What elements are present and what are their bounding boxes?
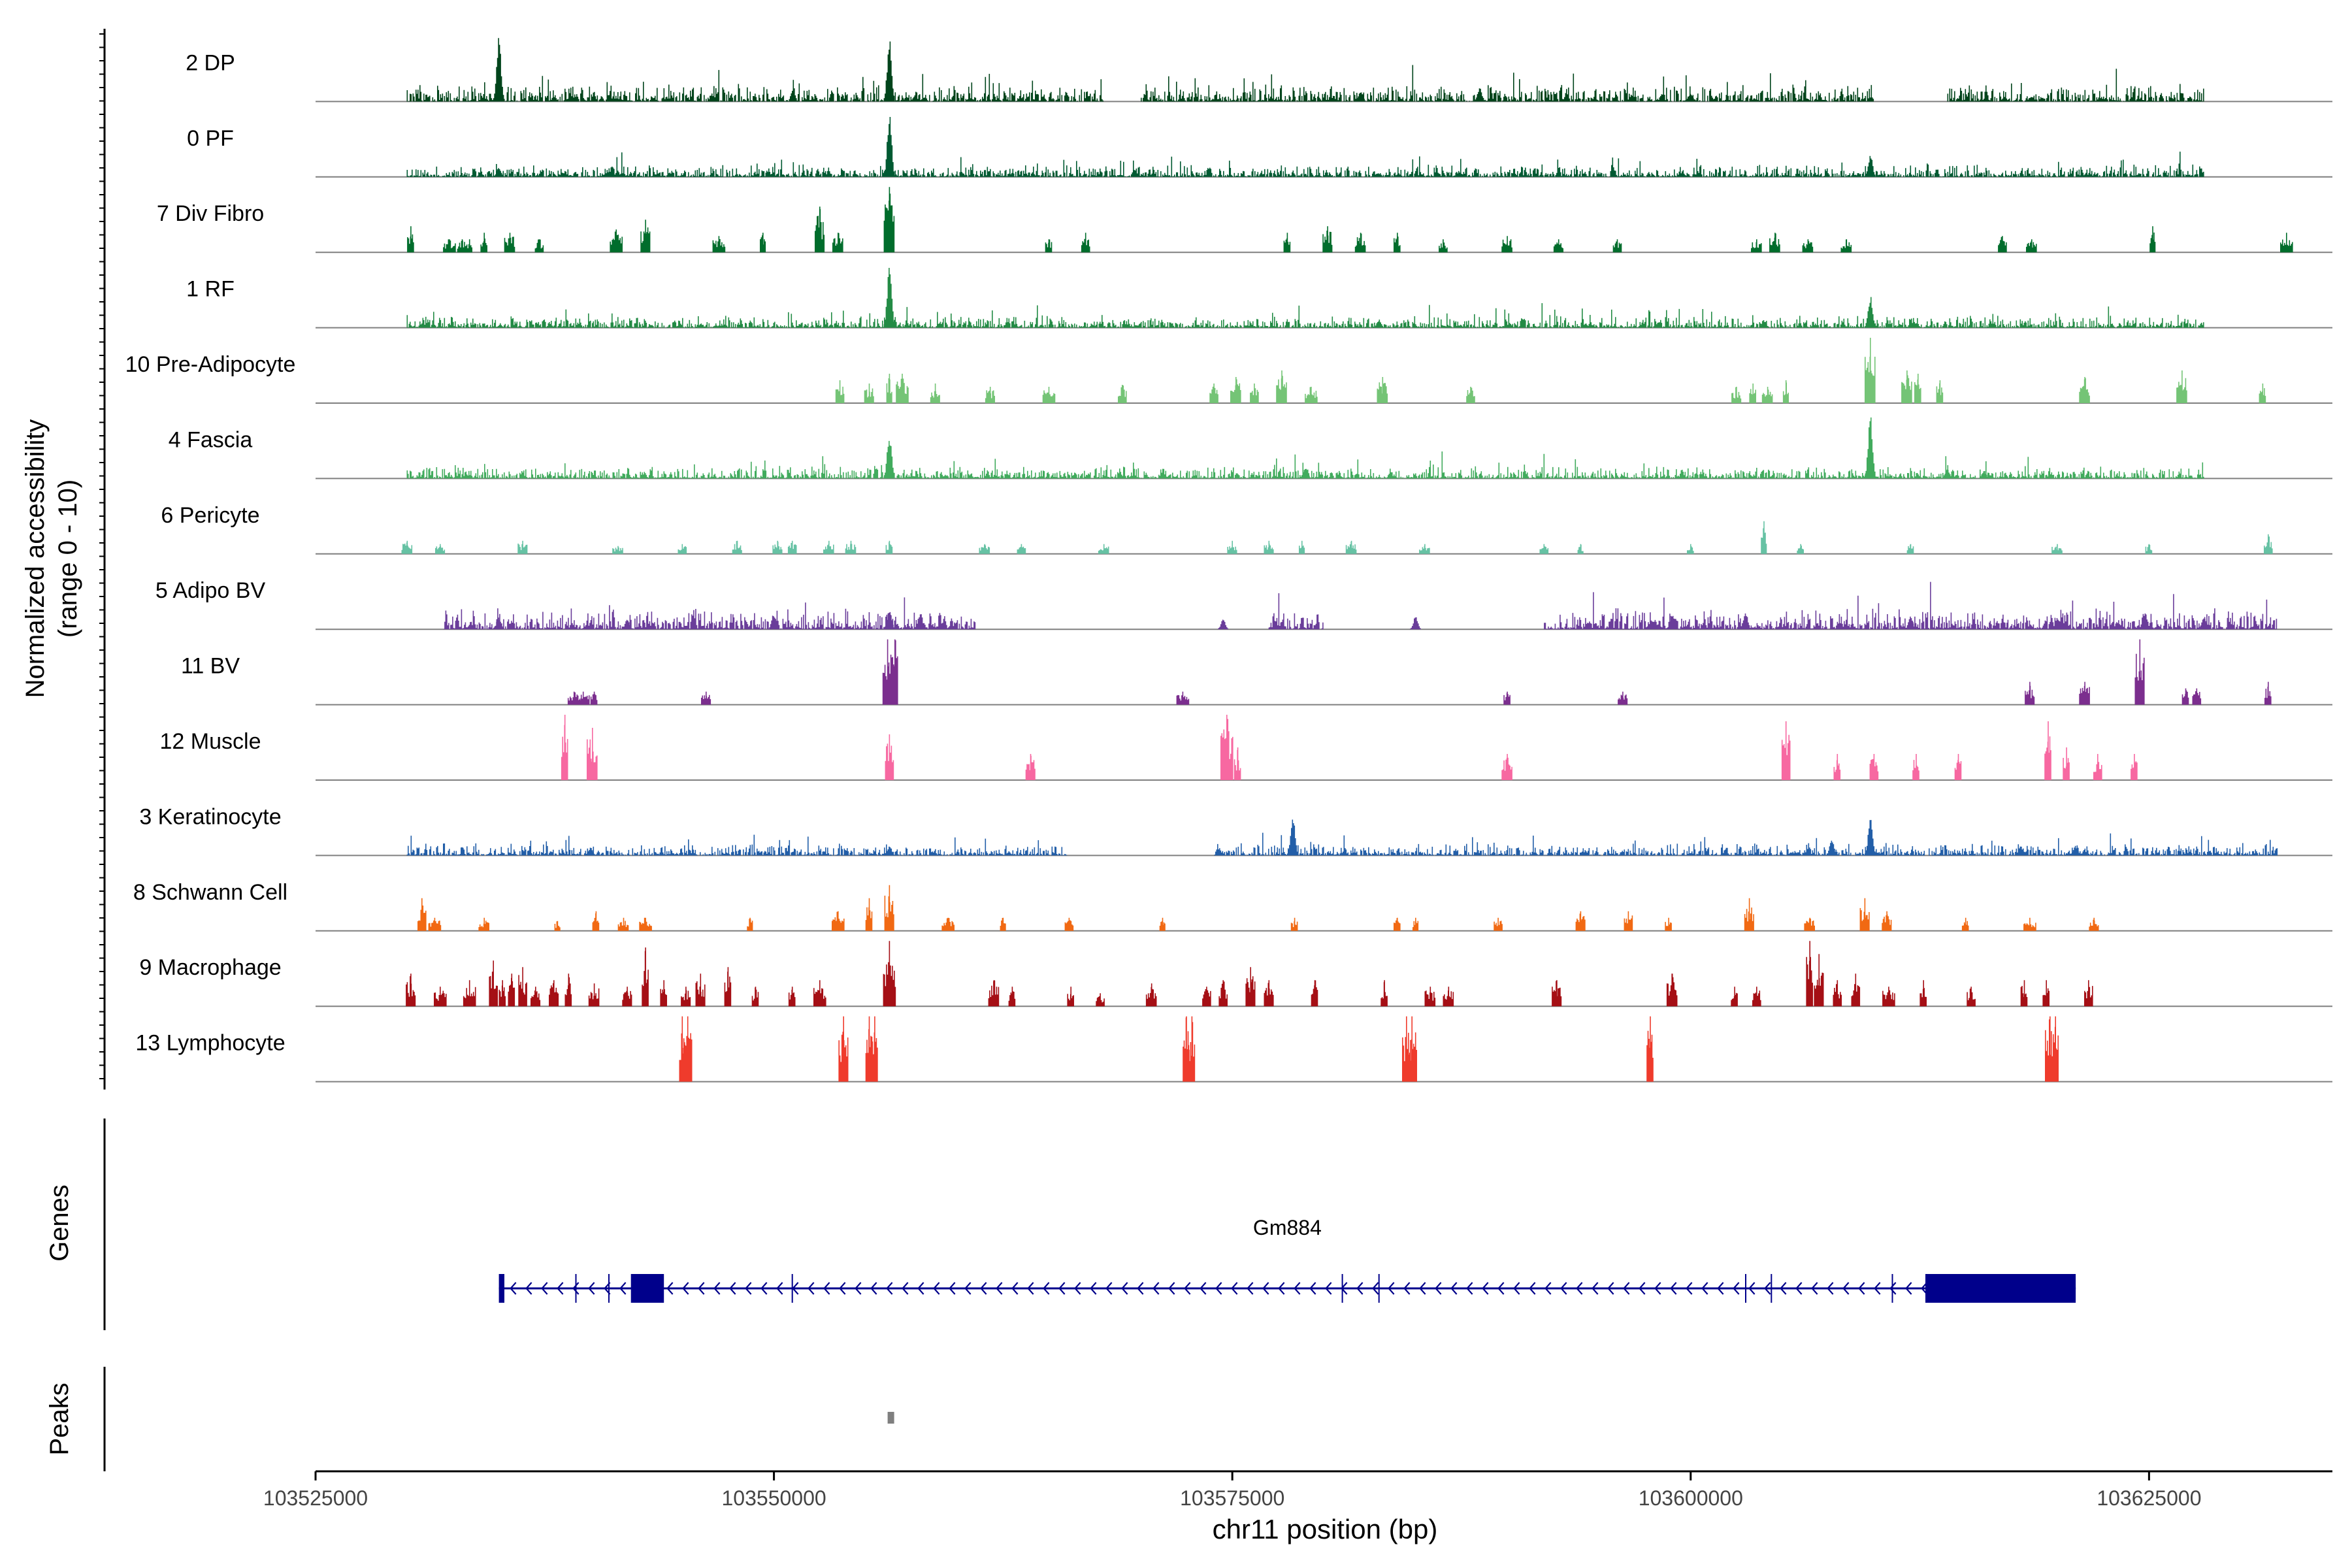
track-label: 13 Lymphocyte <box>135 1031 285 1056</box>
gene-exon <box>1925 1274 2076 1303</box>
track-label: 10 Pre-Adipocyte <box>125 352 296 377</box>
track-3-keratinocyte: 3 Keratinocyte <box>139 804 2332 857</box>
track-1-rf: 1 RF <box>186 268 2332 329</box>
peak-region <box>887 1412 894 1424</box>
track-label: 11 BV <box>181 654 240 679</box>
track-9-macrophage: 9 Macrophage <box>139 941 2332 1007</box>
track-label: 5 Adipo BV <box>155 578 266 603</box>
track-11-bv: 11 BV <box>181 639 2332 706</box>
peaks-panel-label: Peaks <box>45 1382 74 1455</box>
gene-exon <box>630 1274 664 1303</box>
track-label: 4 Fascia <box>169 427 253 452</box>
track-0-pf: 0 PF <box>187 117 2332 178</box>
x-axis: chr11 position (bp) 103525000 103550000 10… <box>263 1470 2332 1544</box>
track-label: 8 Schwann Cell <box>133 880 287 905</box>
y-axis-ticks <box>99 33 105 1079</box>
track-label: 9 Macrophage <box>139 955 281 980</box>
gene-small-exons <box>575 1274 1893 1303</box>
track-10-pre-adipocyte: 10 Pre-Adipocyte <box>125 338 2332 404</box>
genes-panel: Genes Gm884 <box>45 1119 2076 1330</box>
signal-path <box>406 268 2204 328</box>
track-12-muscle: 12 Muscle <box>160 715 2332 781</box>
signal-path <box>401 521 2273 554</box>
y-axis-title-line1: Normalized accessibility <box>21 419 50 698</box>
signal-path <box>835 338 2266 403</box>
signal-path <box>407 187 2293 253</box>
accessibility-tracks: 2 DP 0 PF 7 Div Fibro 1 RF 10 Pre-Adipocyte 4… <box>99 29 2332 1090</box>
signal-path <box>406 819 2278 856</box>
track-8-schwann-cell: 8 Schwann Cell <box>133 880 2332 932</box>
signal-path <box>406 38 2204 102</box>
y-axis-title: Normalized accessibility (range 0 - 10) <box>21 419 82 698</box>
signal-path <box>443 581 2278 630</box>
signal-path <box>679 1016 2059 1082</box>
track-2-dp: 2 DP <box>186 38 2332 103</box>
signal-path <box>561 715 2138 780</box>
x-tick-label: 103600000 <box>1639 1486 1743 1510</box>
track-label: 0 PF <box>187 126 234 151</box>
track-6-pericyte: 6 Pericyte <box>161 503 2332 555</box>
track-label: 7 Div Fibro <box>157 201 264 226</box>
track-5-adipo-bv: 5 Adipo BV <box>155 578 2332 630</box>
track-13-lymphocyte: 13 Lymphocyte <box>135 1016 2332 1083</box>
track-4-fascia: 4 Fascia <box>169 417 2332 480</box>
gene-strand-arrows <box>510 1282 2069 1295</box>
signal-path <box>567 639 2272 705</box>
gene-name-label: Gm884 <box>1253 1216 1322 1239</box>
track-label: 3 Keratinocyte <box>139 804 281 829</box>
peaks-panel: Peaks <box>45 1367 894 1471</box>
x-tick-label: 103550000 <box>722 1486 826 1510</box>
x-tick-label: 103525000 <box>263 1486 368 1510</box>
track-label: 1 RF <box>186 277 235 302</box>
signal-path <box>406 117 2204 177</box>
track-7-div-fibro: 7 Div Fibro <box>157 187 2332 253</box>
track-label: 6 Pericyte <box>161 503 259 528</box>
x-tick-label: 103575000 <box>1180 1486 1284 1510</box>
signal-path <box>417 885 2099 931</box>
x-tick-label: 103625000 <box>2097 1486 2201 1510</box>
track-label: 12 Muscle <box>160 729 261 754</box>
y-axis-title-line2: (range 0 - 10) <box>54 480 82 638</box>
genes-panel-label: Genes <box>45 1184 74 1262</box>
track-label: 2 DP <box>186 50 235 75</box>
signal-path <box>406 417 2204 479</box>
signal-path <box>406 941 2093 1007</box>
x-axis-title: chr11 position (bp) <box>1213 1514 1438 1544</box>
gene-exon <box>498 1274 504 1303</box>
